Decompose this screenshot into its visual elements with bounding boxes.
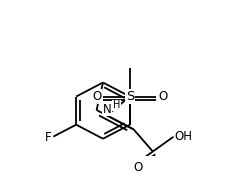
Text: N: N — [102, 103, 111, 116]
Text: S: S — [126, 90, 134, 103]
Text: O: O — [133, 161, 142, 172]
Text: OH: OH — [174, 130, 192, 143]
Text: H: H — [113, 100, 120, 110]
Text: O: O — [158, 90, 168, 103]
Text: F: F — [45, 131, 51, 144]
Text: O: O — [92, 90, 102, 103]
